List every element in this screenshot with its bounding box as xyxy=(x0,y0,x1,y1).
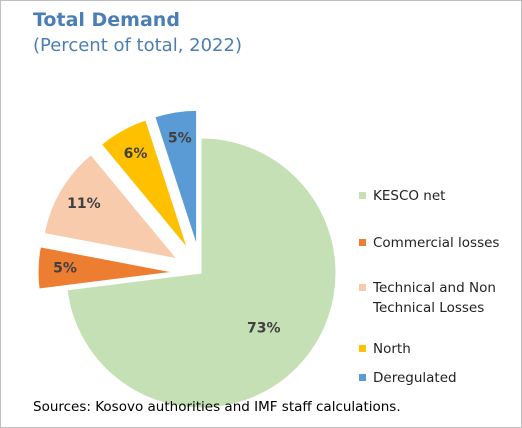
legend-item: KESCO net xyxy=(359,186,519,206)
pie-slice xyxy=(154,109,198,246)
legend-label: North xyxy=(373,341,411,357)
pie-slice xyxy=(100,119,188,249)
legend-label: KESCO net xyxy=(373,188,446,204)
chart-title: Total Demand xyxy=(33,9,180,31)
legend-swatch xyxy=(359,192,366,199)
pie-slice xyxy=(43,154,179,260)
legend-item: Technical and Non Technical Losses xyxy=(359,278,519,318)
legend-swatch xyxy=(359,374,366,381)
data-label: 73% xyxy=(247,320,281,336)
legend-label: Commercial losses xyxy=(373,235,500,251)
legend-swatch xyxy=(359,239,366,246)
pie-slice xyxy=(66,137,337,409)
chart-subtitle: (Percent of total, 2022) xyxy=(33,35,242,56)
legend-item: Deregulated xyxy=(359,368,519,388)
data-label: 6% xyxy=(124,146,148,162)
data-label: 5% xyxy=(168,131,192,147)
legend-item: North xyxy=(359,339,519,359)
data-label: 5% xyxy=(53,261,77,277)
legend-label: Technical and Non Technical Losses xyxy=(373,280,496,316)
pie-slice xyxy=(37,246,174,290)
legend-swatch xyxy=(359,284,366,291)
data-label: 11% xyxy=(67,196,101,212)
source-note: Sources: Kosovo authorities and IMF staf… xyxy=(33,399,401,415)
legend-item: Commercial losses xyxy=(359,233,519,253)
legend-label: Deregulated xyxy=(373,370,457,386)
legend-swatch xyxy=(359,345,366,352)
